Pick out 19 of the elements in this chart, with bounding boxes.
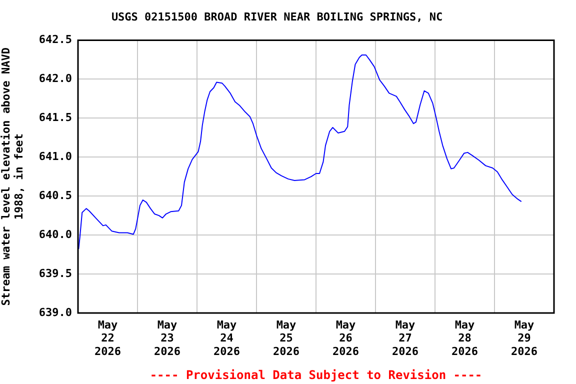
- x-tick-label: May 28 2026: [452, 318, 478, 358]
- y-tick-label: 641.5: [38, 111, 72, 124]
- y-axis-title: Stream water level elevation above NAVD 1988, in feet: [0, 47, 26, 306]
- x-tick-label: May 24 2026: [214, 318, 240, 358]
- x-tick-label: May 26 2026: [332, 318, 360, 358]
- y-tick-label: 642.5: [38, 33, 72, 46]
- y-tick-label: 641.0: [38, 150, 72, 163]
- y-tick-label: 640.0: [38, 228, 72, 241]
- x-tick-label: May 22 2026: [94, 318, 122, 358]
- y-tick-label: 639.0: [38, 306, 72, 319]
- x-tick-label: May 25 2026: [273, 318, 300, 358]
- y-tick-label: 639.5: [38, 266, 72, 280]
- y-tick-label: 642.0: [38, 72, 72, 86]
- x-tick-label: May 27 2026: [392, 318, 419, 358]
- y-tick-label: 640.5: [38, 188, 72, 202]
- chart-title: USGS 02151500 BROAD RIVER NEAR BOILING SPRINGS, NC: [111, 10, 443, 24]
- x-tick-label: May 23 2026: [154, 318, 181, 358]
- text: ---- Provisional Data Subject to Revision ----: [150, 368, 482, 382]
- x-tick-label: May 29 2026: [511, 318, 538, 358]
